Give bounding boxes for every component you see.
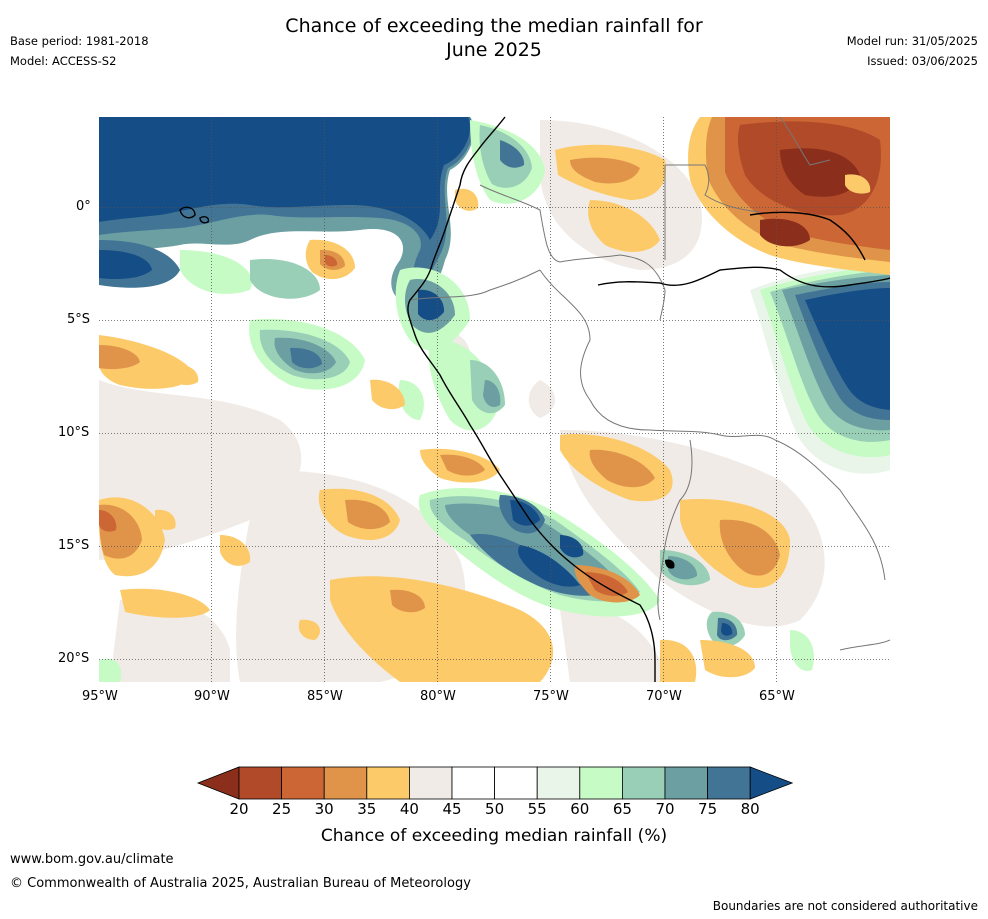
colorbar-tick-label: 30 <box>314 800 334 818</box>
lon-label-75w: 75°W <box>533 689 569 704</box>
colorbar-tick-label: 65 <box>612 800 632 818</box>
colorbar-swatch <box>622 766 666 800</box>
lat-label-5s: 5°S <box>67 312 91 327</box>
colorbar-label: Chance of exceeding median rainfall (%) <box>320 826 668 846</box>
colorbar-tick-label: 35 <box>357 800 377 818</box>
colorbar-tick-label: 75 <box>698 800 718 818</box>
lat-label-0: 0° <box>76 199 91 214</box>
colorbar-swatch <box>238 766 282 800</box>
colorbar-extend-high <box>749 766 794 800</box>
lon-label-65w: 65°W <box>759 689 795 704</box>
colorbar-swatch <box>281 766 325 800</box>
colorbar-tick-label: 20 <box>229 800 249 818</box>
colorbar-tick-label: 55 <box>527 800 547 818</box>
coastline <box>179 116 891 682</box>
lon-label-95w: 95°W <box>82 689 118 704</box>
title-line-2: June 2025 <box>446 39 542 61</box>
colorbar-tick-label: 45 <box>442 800 462 818</box>
title-line-1: Chance of exceeding the median rainfall … <box>285 15 703 37</box>
colorbar-tick-label: 70 <box>655 800 675 818</box>
colorbar-swatch <box>323 766 368 800</box>
lon-label-90w: 90°W <box>194 689 230 704</box>
footer-copyright: © Commonwealth of Australia 2025, Austra… <box>10 876 471 891</box>
graticule <box>99 117 890 682</box>
meta-left: Base period: 1981-2018 Model: ACCESS-S2 <box>10 31 149 71</box>
lat-label-20s: 20°S <box>58 651 90 666</box>
issued-date: Issued: 03/06/2025 <box>867 54 978 68</box>
footer-url[interactable]: www.bom.gov.au/climate <box>10 852 174 867</box>
colorbar-swatch <box>579 766 623 800</box>
colorbar-swatch <box>408 766 453 800</box>
colorbar <box>196 766 794 800</box>
colorbar-swatch <box>366 766 410 800</box>
colorbar-extend-low <box>196 766 240 800</box>
colorbar-tick-label: 60 <box>570 800 590 818</box>
model-name: Model: ACCESS-S2 <box>10 54 117 68</box>
rainfall-field <box>99 117 890 682</box>
lat-label-15s: 15°S <box>58 538 90 553</box>
lon-label-80w: 80°W <box>420 689 456 704</box>
model-run: Model run: 31/05/2025 <box>846 34 978 48</box>
lon-label-85w: 85°W <box>307 689 343 704</box>
colorbar-tick-label: 80 <box>740 800 760 818</box>
footer-disclaimer: Boundaries are not considered authoritat… <box>712 899 978 913</box>
lake-titicaca <box>665 559 675 569</box>
colorbar-swatch <box>494 766 538 800</box>
colorbar-tick-label: 25 <box>272 800 292 818</box>
map-title: Chance of exceeding the median rainfall … <box>0 14 988 62</box>
country-boundaries <box>409 116 891 651</box>
lat-label-10s: 10°S <box>58 425 90 440</box>
colorbar-swatch <box>451 766 495 800</box>
colorbar-swatch <box>536 766 581 800</box>
colorbar-tick-label: 40 <box>399 800 419 818</box>
colorbar-swatch <box>707 766 751 800</box>
colorbar-tick-label: 50 <box>485 800 505 818</box>
lon-label-70w: 70°W <box>646 689 682 704</box>
meta-right: Model run: 31/05/2025 Issued: 03/06/2025 <box>847 31 978 71</box>
base-period: Base period: 1981-2018 <box>10 34 149 48</box>
colorbar-swatch <box>664 766 708 800</box>
